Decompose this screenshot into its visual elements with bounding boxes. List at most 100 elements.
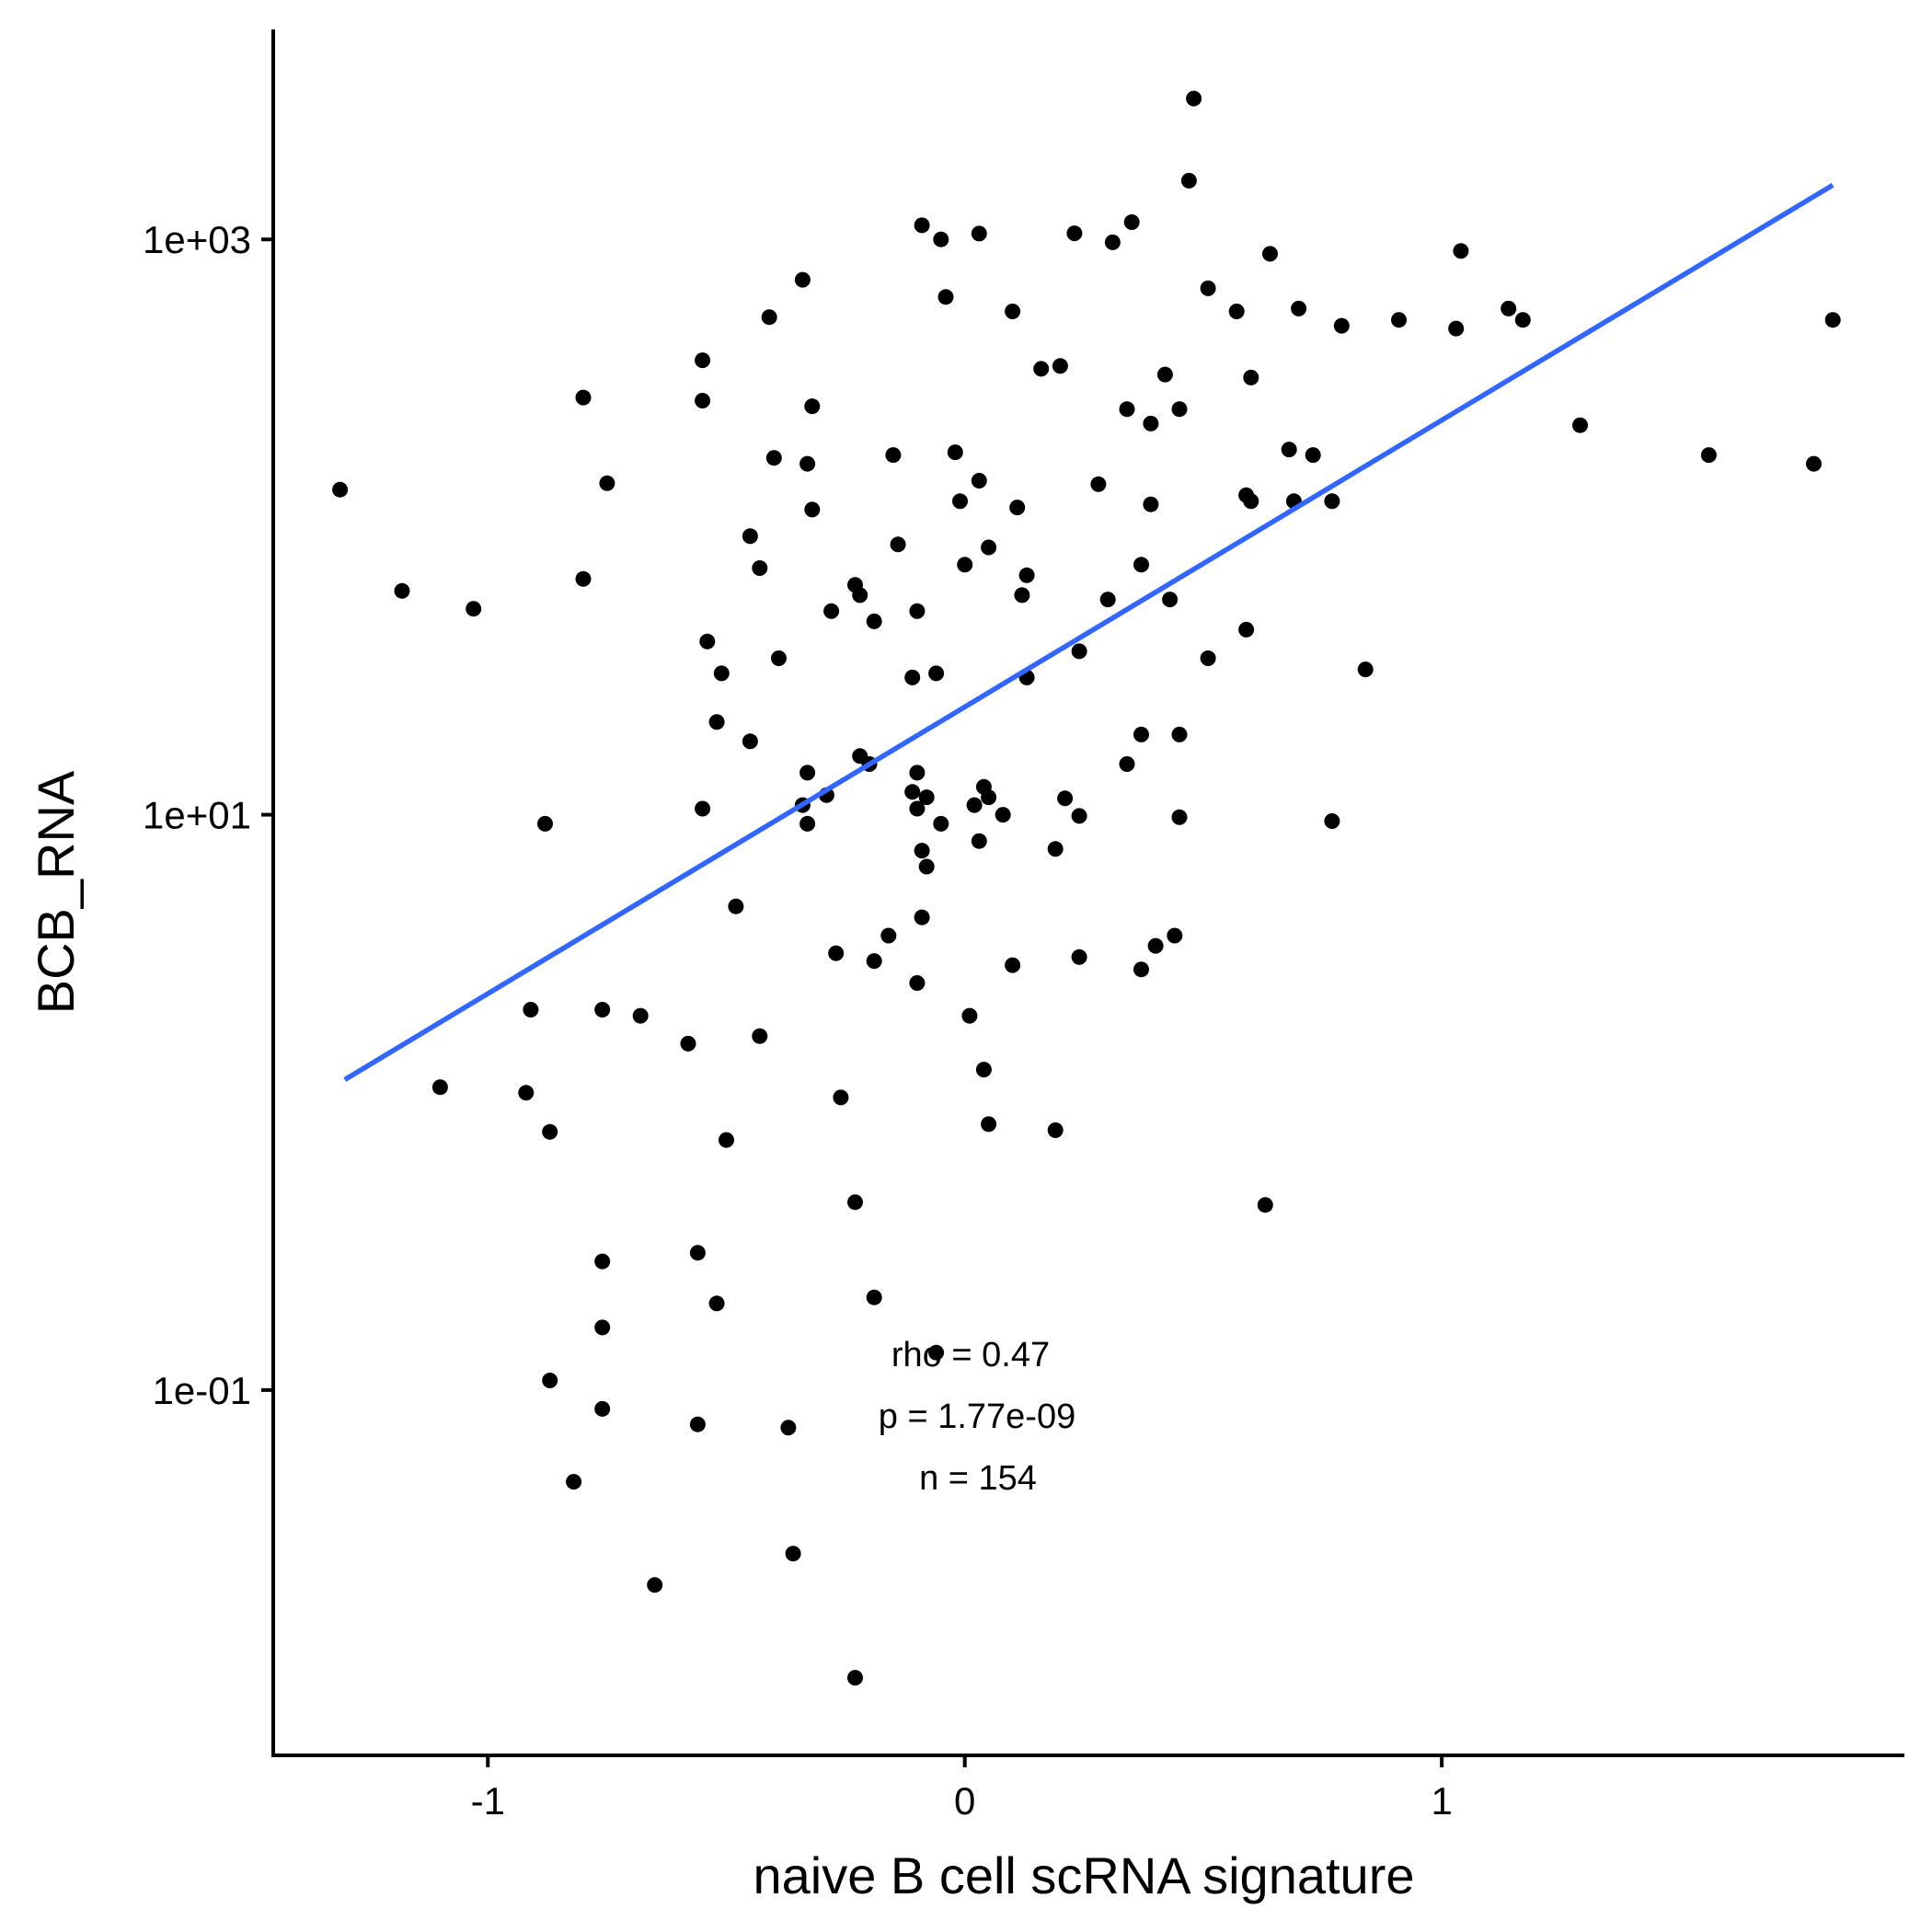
- x-axis-ticks: -1 0 1: [471, 1755, 1453, 1823]
- data-point: [1123, 214, 1140, 230]
- data-point: [1052, 358, 1068, 374]
- data-point: [933, 815, 949, 832]
- data-point: [1143, 496, 1159, 512]
- data-point: [575, 570, 592, 587]
- data-point: [1047, 1122, 1064, 1138]
- data-point: [1104, 234, 1121, 250]
- data-point: [909, 765, 926, 781]
- data-point: [1009, 500, 1026, 516]
- data-point: [708, 1295, 725, 1312]
- data-point: [799, 455, 816, 472]
- data-point: [1014, 587, 1030, 604]
- data-point: [332, 481, 349, 498]
- data-point: [752, 1028, 768, 1044]
- x-axis-title: naive B cell scRNA signature: [753, 1846, 1414, 1904]
- data-point: [833, 1089, 849, 1106]
- data-point: [995, 807, 1011, 823]
- data-point: [957, 557, 973, 573]
- data-point: [1167, 927, 1183, 944]
- data-point: [928, 1344, 945, 1361]
- data-point: [1099, 592, 1116, 608]
- data-point: [599, 475, 615, 491]
- data-point: [1333, 317, 1350, 334]
- data-point: [961, 1007, 978, 1024]
- y-tick-label: 1e-01: [153, 1369, 251, 1412]
- data-point: [1147, 937, 1164, 954]
- data-point: [1005, 957, 1021, 973]
- data-point: [1572, 417, 1588, 433]
- data-point: [575, 389, 592, 406]
- data-point: [828, 945, 845, 961]
- data-point: [785, 1546, 801, 1562]
- data-point: [904, 784, 921, 800]
- data-point: [431, 1079, 448, 1096]
- data-point: [890, 536, 906, 553]
- data-point: [1133, 961, 1149, 978]
- data-point: [1243, 493, 1259, 510]
- data-point: [1291, 300, 1307, 316]
- data-point: [1262, 246, 1278, 262]
- y-tick-label: 1e+01: [143, 794, 251, 837]
- x-tick-label: 0: [954, 1779, 975, 1823]
- data-point: [1186, 90, 1202, 107]
- data-point: [918, 789, 935, 806]
- data-point: [966, 797, 983, 813]
- data-point: [1119, 401, 1135, 418]
- data-point: [1162, 592, 1179, 608]
- data-point: [708, 714, 725, 730]
- data-point: [1243, 369, 1259, 385]
- data-point: [1700, 447, 1717, 464]
- data-point: [761, 309, 777, 326]
- regression-fit-line: [343, 182, 1834, 1082]
- p-value-annotation: p = 1.77e-09: [879, 1397, 1075, 1436]
- y-axis-title: BCB_RNA: [27, 770, 85, 1014]
- data-point: [719, 1132, 734, 1148]
- data-point: [1071, 808, 1087, 824]
- data-point: [1171, 401, 1188, 418]
- data-point: [1453, 243, 1469, 259]
- n-annotation: n = 154: [919, 1459, 1037, 1498]
- data-point: [937, 289, 954, 305]
- data-point: [695, 800, 711, 817]
- data-point: [885, 447, 902, 464]
- data-point: [823, 603, 840, 619]
- data-point: [594, 1253, 611, 1270]
- x-tick-label: 1: [1431, 1779, 1452, 1823]
- data-point: [752, 560, 768, 576]
- data-point: [594, 1400, 611, 1417]
- data-point: [771, 650, 787, 666]
- data-point: [1514, 312, 1531, 328]
- data-point: [742, 733, 758, 750]
- data-point: [1238, 621, 1255, 638]
- data-point: [647, 1577, 663, 1593]
- data-point: [542, 1123, 558, 1140]
- data-point: [847, 1194, 863, 1211]
- data-point: [1257, 1197, 1273, 1213]
- data-point: [523, 1002, 539, 1018]
- data-point: [1018, 567, 1035, 583]
- data-point: [866, 953, 882, 970]
- data-point: [518, 1085, 535, 1101]
- data-point: [537, 815, 553, 832]
- data-point: [1357, 661, 1374, 678]
- data-points: [332, 90, 1841, 1686]
- data-point: [680, 1035, 696, 1052]
- data-point: [594, 1319, 611, 1336]
- data-point: [728, 898, 744, 914]
- data-point: [1180, 172, 1197, 189]
- data-point: [1281, 442, 1297, 458]
- y-tick-label: 1e+03: [143, 218, 251, 261]
- data-point: [804, 398, 821, 415]
- data-point: [914, 909, 930, 926]
- data-point: [1200, 650, 1216, 666]
- data-point: [1090, 476, 1107, 492]
- data-point: [689, 1245, 706, 1261]
- data-point: [799, 765, 816, 781]
- data-point: [933, 231, 949, 247]
- data-point: [1324, 813, 1340, 829]
- data-point: [1057, 790, 1074, 807]
- data-point: [914, 217, 930, 234]
- data-point: [1156, 366, 1173, 383]
- data-point: [1133, 557, 1149, 573]
